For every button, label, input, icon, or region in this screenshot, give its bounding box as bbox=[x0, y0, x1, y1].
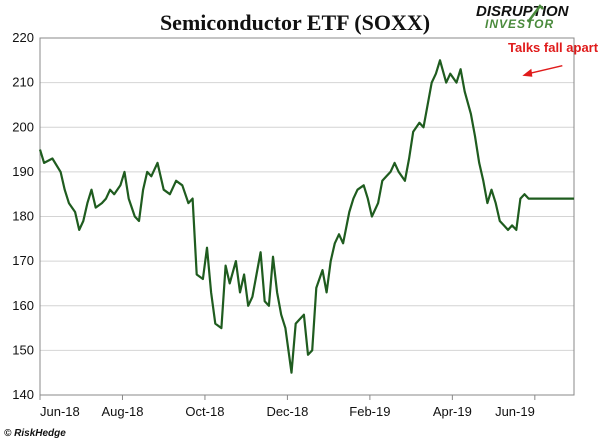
y-tick-label: 140 bbox=[12, 387, 34, 402]
y-tick-label: 170 bbox=[12, 253, 34, 268]
y-tick-label: 150 bbox=[12, 342, 34, 357]
y-tick-label: 160 bbox=[12, 298, 34, 313]
x-tick-label: Jun-18 bbox=[40, 404, 80, 419]
brand-logo: DISRUPTION INVESTOR bbox=[476, 3, 570, 31]
y-tick-label: 210 bbox=[12, 75, 34, 90]
y-tick-label: 220 bbox=[12, 30, 34, 45]
x-tick-label: Jun-19 bbox=[495, 404, 535, 419]
x-tick-label: Aug-18 bbox=[102, 404, 144, 419]
series-line bbox=[38, 59, 574, 374]
logo-arrow-icon bbox=[527, 4, 544, 23]
annotation-arrow-head-icon bbox=[522, 68, 533, 77]
y-tick-label: 190 bbox=[12, 164, 34, 179]
logo-line-1: DISRUPTION bbox=[476, 3, 570, 20]
credit-text: © RiskHedge bbox=[4, 428, 66, 439]
x-axis-ticks: Jun-18 Aug-18 Oct-18 Dec-18 Feb-19 Apr-19 Jun-… bbox=[39, 395, 536, 419]
x-tick-label: Feb-19 bbox=[349, 404, 390, 419]
y-tick-label: 180 bbox=[12, 209, 34, 224]
x-tick-label: Oct-18 bbox=[185, 404, 224, 419]
chart-title: Semiconductor ETF (SOXX) bbox=[160, 10, 430, 35]
y-tick-label: 200 bbox=[12, 119, 34, 134]
annotation-text: Talks fall apart bbox=[508, 40, 599, 55]
plot-frame bbox=[39, 37, 575, 396]
annotation: Talks fall apart bbox=[508, 40, 599, 77]
logo-line-2: INVESTOR bbox=[485, 17, 554, 31]
annotation-arrow bbox=[528, 64, 563, 75]
x-tick-label: Apr-19 bbox=[433, 404, 472, 419]
x-tick-label: Dec-18 bbox=[266, 404, 308, 419]
y-axis-ticks: 140 150 160 170 180 190 200 210 220 bbox=[12, 30, 34, 402]
